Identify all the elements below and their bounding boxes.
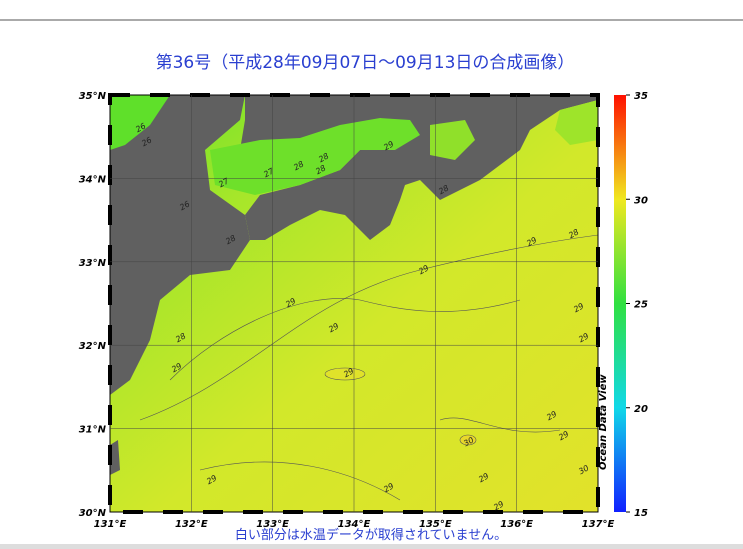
contour-label: 30: [577, 463, 590, 476]
colorbar-label: 15: [634, 508, 648, 519]
colorbar: [614, 95, 626, 512]
colorbar-label: 35: [634, 91, 648, 102]
lon-label: 134°E: [338, 519, 371, 530]
contour-label: 29: [284, 296, 297, 309]
lat-label: 32°N: [79, 341, 107, 352]
contour-label: 28: [437, 183, 450, 196]
bottom-bar: [0, 544, 743, 549]
contour: [169, 298, 521, 381]
lat-label: 34°N: [79, 174, 107, 185]
contour-label: 29: [577, 331, 590, 344]
contour-label: 26: [140, 135, 153, 148]
contour: [459, 434, 477, 446]
lon-label: 137°E: [582, 519, 615, 530]
contour-label: 26: [134, 121, 147, 134]
lat-label: 35°N: [79, 91, 107, 102]
contour-label: 29: [170, 361, 183, 374]
contour: [324, 367, 366, 381]
contour-label: 28: [224, 233, 237, 246]
ise-bay: [555, 100, 598, 145]
lon-label: 135°E: [419, 519, 452, 530]
colorbar-label: 20: [634, 404, 648, 415]
contour-label: 29: [525, 235, 538, 248]
contour-label: 29: [417, 263, 430, 276]
contour-label: 28: [174, 331, 187, 344]
contour-label: 29: [382, 139, 395, 152]
contour-label: 29: [545, 409, 558, 422]
seto-inland-sea: [210, 118, 420, 195]
contour-label: 29: [342, 366, 355, 379]
contour-label: 29: [327, 321, 340, 334]
contour-label: 28: [567, 227, 580, 240]
contour-label: 26: [178, 199, 191, 212]
contour: [199, 417, 561, 501]
contour-label: 29: [382, 481, 395, 494]
lon-label: 132°E: [175, 519, 208, 530]
lon-label: 136°E: [500, 519, 533, 530]
sea-inlet: [110, 95, 170, 150]
contour-label: 29: [492, 499, 505, 512]
note: 白い部分は水温データが取得されていません。: [235, 527, 507, 543]
lat-label: 33°N: [79, 258, 107, 269]
contour-label: 30: [462, 435, 475, 448]
lon-label: 131°E: [94, 519, 127, 530]
contour-label: 28: [292, 159, 305, 172]
lat-label: 30°N: [79, 508, 107, 519]
land-kyushu: [110, 95, 250, 395]
contour-label: 29: [572, 301, 585, 314]
contour-label: 29: [477, 471, 490, 484]
osaka-bay: [430, 120, 475, 160]
lon-label: 133°E: [256, 519, 289, 530]
contour-label: 28: [317, 151, 330, 164]
contour: [139, 234, 599, 421]
contour-label: 29: [557, 429, 570, 442]
colorbar-label: 30: [634, 195, 648, 206]
contour-label: 28: [314, 163, 327, 176]
credit: Ocean Data View: [598, 374, 609, 470]
colorbar-label: 25: [634, 300, 648, 311]
title: 第36号（平成28年09月07日〜09月13日の合成画像）: [156, 53, 575, 73]
lat-label: 31°N: [79, 425, 107, 436]
land-island: [110, 440, 120, 475]
contour-label: 29: [205, 473, 218, 486]
